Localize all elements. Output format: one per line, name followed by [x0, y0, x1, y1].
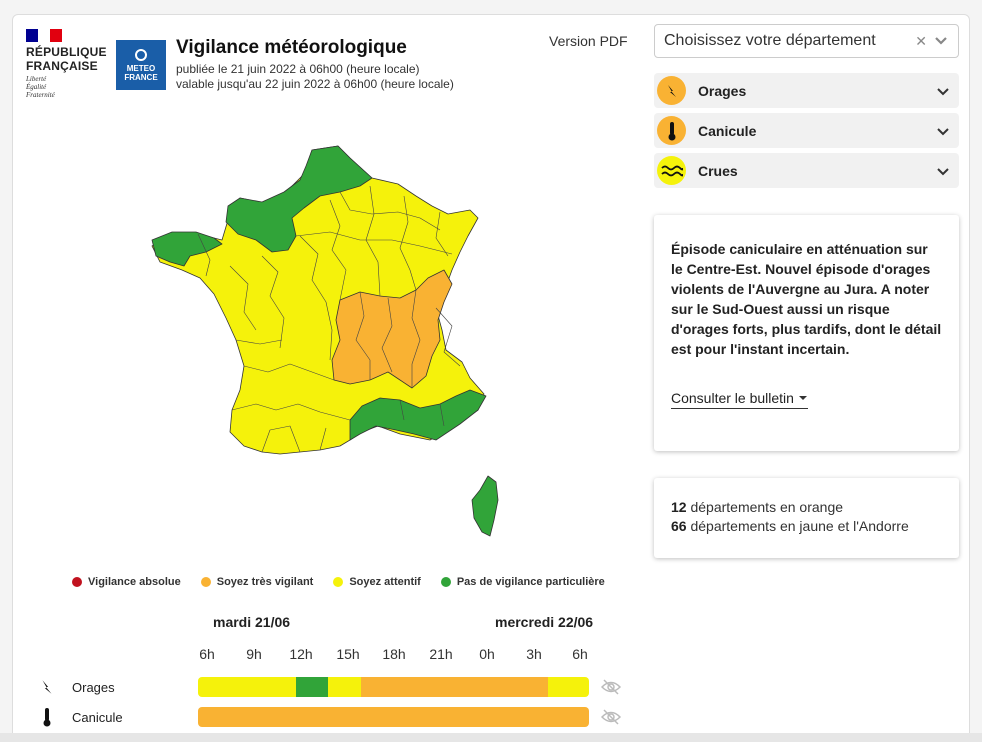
phenomenon-label: Orages	[698, 82, 747, 99]
timeline-bar-orages[interactable]	[198, 677, 589, 697]
meteo-logo-circle-icon	[135, 48, 147, 61]
clear-icon[interactable]: ✕	[915, 32, 927, 49]
lightning-icon	[657, 76, 686, 105]
timeline-hour: 21h	[429, 646, 453, 662]
bulletin-card: Épisode caniculaire en atténuation sur l…	[654, 215, 959, 451]
lightning-icon	[42, 680, 52, 694]
timeline-segment[interactable]	[198, 677, 296, 697]
department-select[interactable]: Choisissez votre département ✕	[654, 24, 959, 58]
republique-francaise-logo: RÉPUBLIQUE FRANÇAISE Liberté Égalité Fra…	[26, 29, 107, 99]
validity-info: publiée le 21 juin 2022 à 06h00 (heure l…	[176, 62, 454, 92]
eye-off-icon[interactable]	[601, 679, 621, 695]
legend-item-red: Vigilance absolue	[72, 576, 181, 588]
legend-item-orange: Soyez très vigilant	[200, 576, 313, 588]
republic-name: RÉPUBLIQUE FRANÇAISE	[26, 45, 107, 73]
thermometer-icon	[43, 708, 51, 727]
thermometer-icon	[657, 116, 686, 145]
timeline-bar-canicule[interactable]	[198, 707, 589, 727]
timeline-segment[interactable]	[328, 677, 361, 697]
timeline-segment[interactable]	[548, 677, 589, 697]
timeline-day-1: mardi 21/06	[213, 614, 291, 630]
timeline-row-label: Orages	[72, 679, 115, 695]
republic-motto: Liberté Égalité Fraternité	[26, 75, 55, 99]
timeline-hour: 9h	[246, 646, 262, 662]
chevron-down-icon[interactable]	[935, 83, 951, 99]
french-flag-icon	[26, 29, 62, 42]
page-title: Vigilance météorologique	[176, 37, 407, 58]
map-legend: Vigilance absolue Soyez très vigilant So…	[72, 576, 605, 588]
timeline-row-label: Canicule	[72, 709, 123, 725]
consult-bulletin-link[interactable]: Consulter le bulletin	[671, 390, 808, 409]
timeline-hour: 6h	[199, 646, 215, 662]
timeline-hour: 12h	[289, 646, 313, 662]
published-date: publiée le 21 juin 2022 à 06h00 (heure l…	[176, 62, 420, 76]
timeline-segment[interactable]	[360, 677, 549, 697]
yellow-departments-stat: 66 départements en jaune et l'Andorre	[671, 518, 909, 534]
phenomenon-crues[interactable]: Crues	[654, 153, 959, 188]
map-region-north-green[interactable]	[225, 145, 373, 253]
valid-until-date: valable jusqu'au 22 juin 2022 à 06h00 (h…	[176, 77, 454, 91]
timeline-hour: 0h	[479, 646, 495, 662]
chevron-down-icon[interactable]	[935, 123, 951, 139]
departments-stats-card: 12 départements en orange 66 département…	[654, 478, 959, 558]
orange-departments-stat: 12 départements en orange	[671, 499, 844, 515]
meteo-france-logo[interactable]: METEO FRANCE	[116, 40, 166, 90]
bottom-scroll-strip	[0, 733, 982, 742]
department-select-placeholder: Choisissez votre département	[664, 32, 876, 49]
legend-item-yellow: Soyez attentif	[333, 576, 421, 588]
timeline-segment[interactable]	[198, 707, 589, 727]
timeline-hour: 3h	[526, 646, 542, 662]
chevron-down-icon[interactable]	[933, 33, 949, 49]
timeline-hour: 18h	[382, 646, 406, 662]
phenomenon-label: Crues	[698, 162, 738, 179]
chevron-down-icon[interactable]	[935, 163, 951, 179]
eye-off-icon[interactable]	[601, 709, 621, 725]
timeline-day-2: mercredi 22/06	[495, 614, 594, 630]
phenomenon-label: Canicule	[698, 122, 757, 139]
pdf-version-link[interactable]: Version PDF	[549, 33, 628, 49]
map-region-south-east-green[interactable]	[349, 389, 487, 441]
timeline-hour: 6h	[572, 646, 588, 662]
caret-down-icon	[798, 396, 807, 400]
timeline-hour: 15h	[336, 646, 360, 662]
phenomenon-canicule[interactable]: Canicule	[654, 113, 959, 148]
map-region-centre-est-orange[interactable]	[331, 269, 453, 389]
legend-item-green: Pas de vigilance particulière	[440, 576, 605, 588]
timeline-segment[interactable]	[295, 677, 329, 697]
waves-icon	[657, 156, 686, 185]
bulletin-text: Épisode caniculaire en atténuation sur l…	[671, 241, 942, 357]
phenomenon-orages[interactable]: Orages	[654, 73, 959, 108]
map-corsica[interactable]	[471, 475, 499, 537]
vigilance-map[interactable]	[140, 140, 500, 550]
